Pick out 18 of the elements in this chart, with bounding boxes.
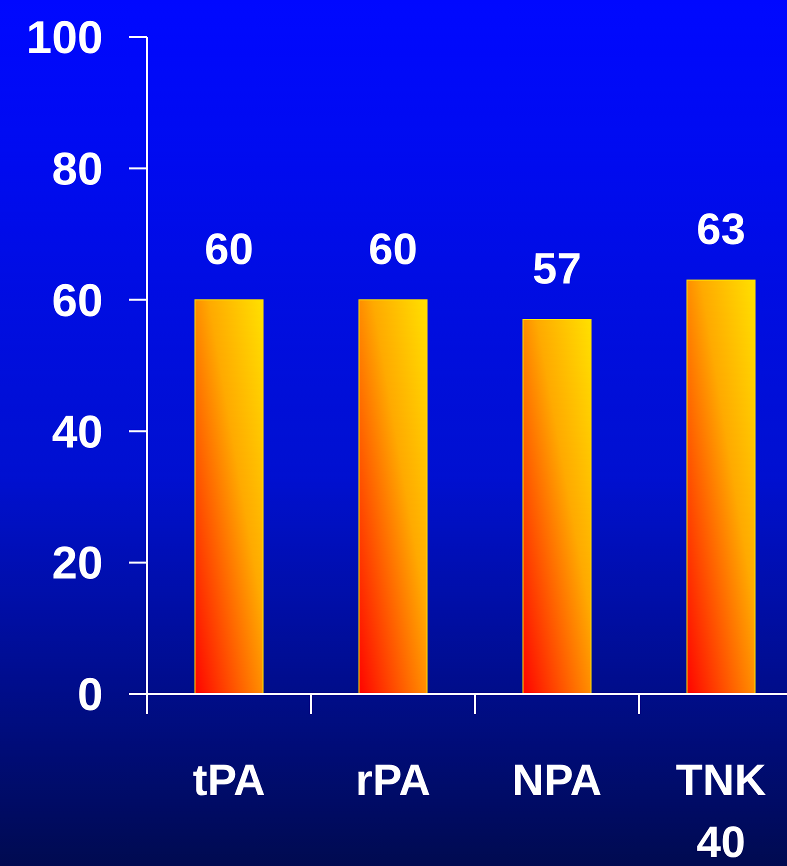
data-label: 60 [204, 224, 254, 274]
bar [686, 280, 756, 694]
y-tick-label: 40 [52, 405, 103, 458]
data-label: 57 [532, 244, 582, 294]
y-tick-label: 0 [77, 668, 103, 720]
y-tick-label: 100 [26, 11, 103, 64]
x-tick-label: TNK 40 [676, 756, 766, 866]
y-tick-label: 20 [52, 536, 103, 589]
x-tick-label: tPA [192, 756, 266, 805]
x-tick-label: rPA [356, 756, 430, 805]
x-tick-label: NPA [512, 756, 602, 805]
bar [522, 319, 592, 694]
data-label: 63 [696, 205, 746, 254]
bar [358, 299, 428, 694]
y-tick-label: 80 [52, 142, 103, 194]
bar [194, 299, 264, 694]
y-tick-label: 60 [52, 274, 103, 326]
data-label: 60 [368, 224, 418, 274]
